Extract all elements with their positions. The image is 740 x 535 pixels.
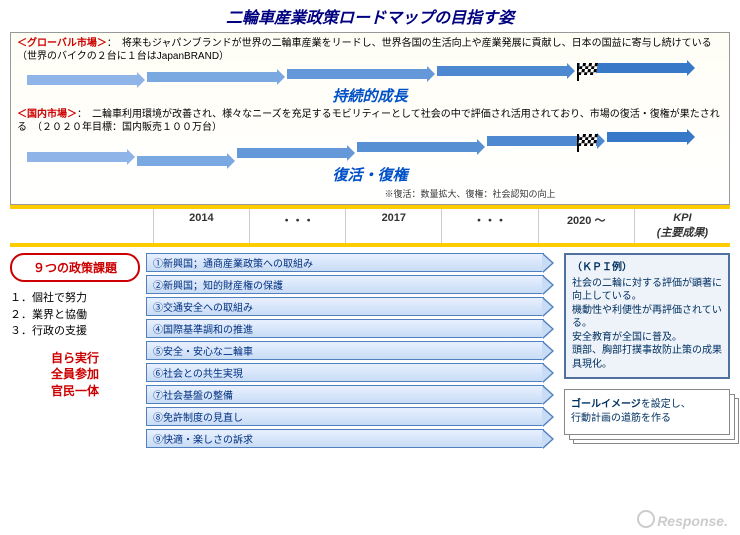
timeline-cell [10,209,154,243]
global-text: ： 将来もジャパンブランドが世界の二輪車産業をリードし、世界各国の生活向上や産業… [17,38,722,62]
lower-panel: ９つの政策課題 １．個社で努力２．業界と協働３．行政の支援 自ら実行全員参加官民… [10,253,730,448]
upper-panel: ＜グローバル市場＞： 将来もジャパンブランドが世界の二輪車産業をリードし、世界各… [10,32,730,205]
timeline-cell: 2014 [154,209,250,243]
timeline-cell: ・・・ [442,209,538,243]
timeline-cell: 2020 ～ [539,209,635,243]
policy-arrow: ①新興国；通商産業政策への取組み [146,253,544,272]
page-title: 二輪車産業政策ロードマップの目指す姿 [0,0,740,32]
goal-t2: を設定し、 [641,399,691,410]
policy-arrow: ⑥社会との共生実現 [146,363,544,382]
domestic-growth: 復活・復権 [17,164,723,185]
kpi-line: 社会の二輪に対する評価が顕著に向上している。 [572,277,722,304]
kpi-box: （ＫＰＩ例） 社会の二輪に対する評価が顕著に向上している。機動性や利便性が再評価… [564,253,730,379]
policy-arrow: ⑦社会基盤の整備 [146,385,544,404]
timeline-cell: KPI(主要成果) [635,209,730,243]
policy-arrow: ③交通安全への取組み [146,297,544,316]
global-arrow-strip [17,65,723,83]
policy-arrow: ④国際基準調和の推進 [146,319,544,338]
bullet-item: １．個社で努力 [10,290,140,307]
domestic-label: ＜国内市場＞ [17,109,77,120]
policy-arrow: ⑨快適・楽しさの訴求 [146,429,544,448]
right-column: （ＫＰＩ例） 社会の二輪に対する評価が顕著に向上している。機動性や利便性が再評価… [550,253,730,448]
policy-arrow: ⑤安全・安心な二輪車 [146,341,544,360]
kpi-line: 頭部、胸部打撲事故防止策の成果具現化。 [572,344,722,371]
timeline: 2014・・・2017・・・2020 ～KPI(主要成果) [10,205,730,247]
global-growth: 持続的成長 [17,85,723,106]
kpi-heading: （ＫＰＩ例） [572,261,722,275]
policy-badge: ９つの政策課題 [10,253,140,282]
motto: 自ら実行全員参加官民一体 [10,350,140,400]
global-market-row: ＜グローバル市場＞： 将来もジャパンブランドが世界の二輪車産業をリードし、世界各… [17,37,723,63]
domestic-arrow-strip [17,136,723,162]
bullet-item: ３．行政の支援 [10,323,140,340]
motto-line: 官民一体 [10,383,140,400]
kpi-line: 安全教育が全国に普及。 [572,331,722,345]
domestic-note: ※復活：数量拡大、復権：社会認知の向上 [17,187,723,200]
domestic-text: ： 二輪車利用環境が改善され、様々なニーズを充足するモビリティーとして社会の中で… [17,109,720,133]
goal-t3: 行動計画の道筋を作る [571,413,671,424]
left-column: ９つの政策課題 １．個社で努力２．業界と協働３．行政の支援 自ら実行全員参加官民… [10,253,140,448]
kpi-line: 機動性や利便性が再評価されている。 [572,304,722,331]
bullet-item: ２．業界と協働 [10,307,140,324]
goal-bold: ゴールイメージ [571,399,641,410]
motto-line: 全員参加 [10,366,140,383]
timeline-cell: 2017 [346,209,442,243]
global-label: ＜グローバル市場＞ [17,38,107,49]
policies-column: ①新興国；通商産業政策への取組み ②新興国；知的財産権の保護 ③交通安全への取組み ④… [146,253,544,448]
domestic-market-row: ＜国内市場＞： 二輪車利用環境が改善され、様々なニーズを充足するモビリティーとし… [17,108,723,134]
goal-box: ゴールイメージを設定し、行動計画の道筋を作る [564,389,730,435]
timeline-cell: ・・・ [250,209,346,243]
policy-arrow: ②新興国；知的財産権の保護 [146,275,544,294]
motto-line: 自ら実行 [10,350,140,367]
bullets: １．個社で努力２．業界と協働３．行政の支援 [10,290,140,340]
kpi-lines: 社会の二輪に対する評価が顕著に向上している。機動性や利便性が再評価されている。安… [572,277,722,372]
policy-arrow: ⑧免許制度の見直し [146,407,544,426]
watermark: Response. [637,510,728,529]
